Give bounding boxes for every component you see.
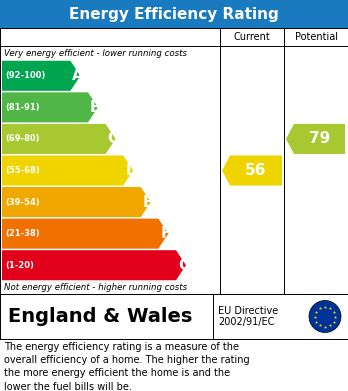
- Polygon shape: [286, 124, 345, 154]
- Text: 56: 56: [245, 163, 267, 178]
- Polygon shape: [222, 156, 282, 186]
- Text: The energy efficiency rating is a measure of the
overall efficiency of a home. T: The energy efficiency rating is a measur…: [4, 342, 250, 391]
- Text: D: D: [125, 163, 138, 178]
- Text: Very energy efficient - lower running costs: Very energy efficient - lower running co…: [4, 48, 187, 57]
- Text: (55-68): (55-68): [5, 166, 40, 175]
- Text: England & Wales: England & Wales: [8, 307, 192, 326]
- Text: (21-38): (21-38): [5, 229, 40, 238]
- Text: A: A: [72, 68, 84, 83]
- Text: G: G: [178, 258, 190, 273]
- Polygon shape: [2, 61, 80, 91]
- Polygon shape: [2, 156, 133, 186]
- Text: (39-54): (39-54): [5, 197, 40, 206]
- Text: F: F: [160, 226, 171, 241]
- Polygon shape: [2, 187, 151, 217]
- Text: Potential: Potential: [294, 32, 338, 42]
- Text: EU Directive
2002/91/EC: EU Directive 2002/91/EC: [218, 306, 278, 327]
- Text: Energy Efficiency Rating: Energy Efficiency Rating: [69, 7, 279, 22]
- Bar: [0, 0, 348, 28]
- Polygon shape: [2, 219, 168, 249]
- Text: (69-80): (69-80): [5, 135, 40, 143]
- Polygon shape: [2, 250, 186, 280]
- Polygon shape: [2, 92, 98, 122]
- Text: (92-100): (92-100): [5, 71, 45, 80]
- Polygon shape: [2, 124, 116, 154]
- Text: (81-91): (81-91): [5, 103, 40, 112]
- Text: 79: 79: [309, 131, 330, 146]
- Text: E: E: [143, 195, 153, 210]
- Text: (1-20): (1-20): [5, 261, 34, 270]
- Text: B: B: [90, 100, 102, 115]
- Text: Not energy efficient - higher running costs: Not energy efficient - higher running co…: [4, 283, 187, 292]
- Circle shape: [309, 301, 341, 332]
- Text: Current: Current: [234, 32, 270, 42]
- Text: C: C: [108, 131, 119, 146]
